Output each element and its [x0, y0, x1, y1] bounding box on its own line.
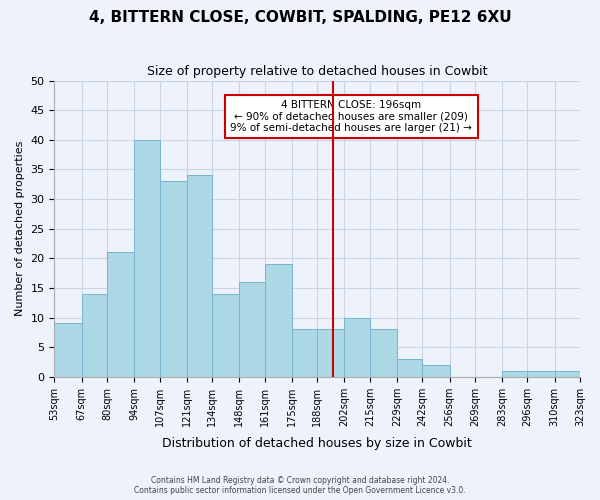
Bar	[344, 318, 370, 377]
Bar	[107, 252, 134, 377]
X-axis label: Distribution of detached houses by size in Cowbit: Distribution of detached houses by size …	[163, 437, 472, 450]
Bar	[397, 359, 422, 377]
Text: 4 BITTERN CLOSE: 196sqm
← 90% of detached houses are smaller (209)
9% of semi-de: 4 BITTERN CLOSE: 196sqm ← 90% of detache…	[230, 100, 472, 133]
Text: Contains HM Land Registry data © Crown copyright and database right 2024.
Contai: Contains HM Land Registry data © Crown c…	[134, 476, 466, 495]
Bar	[422, 365, 449, 377]
Bar	[187, 176, 212, 377]
Bar	[370, 330, 397, 377]
Bar	[502, 371, 527, 377]
Bar	[55, 324, 82, 377]
Bar	[239, 282, 265, 377]
Bar	[265, 264, 292, 377]
Bar	[160, 182, 187, 377]
Bar	[212, 294, 239, 377]
Bar	[527, 371, 554, 377]
Bar	[292, 330, 317, 377]
Bar	[82, 294, 107, 377]
Bar	[134, 140, 160, 377]
Text: 4, BITTERN CLOSE, COWBIT, SPALDING, PE12 6XU: 4, BITTERN CLOSE, COWBIT, SPALDING, PE12…	[89, 10, 511, 25]
Bar	[554, 371, 580, 377]
Title: Size of property relative to detached houses in Cowbit: Size of property relative to detached ho…	[147, 65, 487, 78]
Y-axis label: Number of detached properties: Number of detached properties	[15, 141, 25, 316]
Bar	[317, 330, 344, 377]
